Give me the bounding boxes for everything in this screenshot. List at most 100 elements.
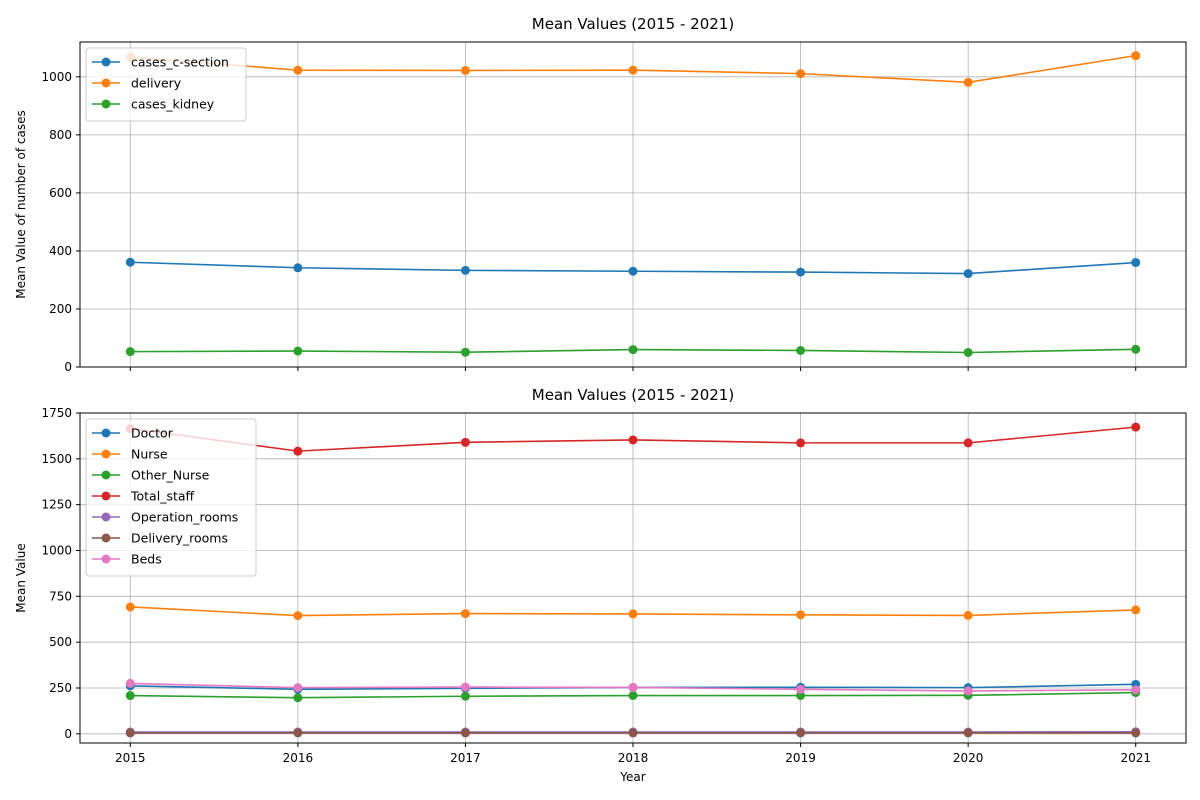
data-point [460,609,470,619]
data-point [796,691,806,701]
data-point [125,678,135,688]
y-axis-label: Mean Value [14,543,28,612]
y-tick-label: 600 [49,186,72,200]
series-delivery [125,51,1141,87]
x-tick-label: 2016 [283,751,314,765]
y-tick-label: 250 [49,681,72,695]
legend-marker [101,78,111,88]
data-point [963,728,973,738]
legend-marker [101,512,111,522]
legend-label: Other_Nurse [131,468,210,483]
data-point [963,347,973,357]
y-axis-ticks: 0 200 400 600 800 1000 [41,70,80,374]
legend-label: Beds [131,552,162,567]
series-cases-c-section [125,257,1141,279]
chart-title: Mean Values (2015 - 2021) [532,386,734,404]
data-point [460,437,470,447]
series-beds [125,678,1141,696]
legend-label: cases_c-section [131,55,229,70]
y-tick-label: 1000 [41,544,72,558]
data-point [125,728,135,738]
data-point [796,69,806,79]
data-point [628,435,638,445]
data-point [460,728,470,738]
data-point [293,65,303,75]
legend: Doctor Nurse Other_Nurse Total_staff Operati… [85,418,257,577]
data-point [125,691,135,701]
data-point [628,266,638,276]
legend-item: Delivery_rooms [92,531,228,546]
y-tick-label: 0 [64,727,72,741]
data-point [1131,685,1141,695]
series-delivery-rooms [125,728,1141,738]
y-tick-label: 1750 [41,406,72,420]
legend-marker [101,428,111,438]
data-point [963,77,973,87]
y-tick-label: 0 [64,360,72,374]
data-point [293,446,303,456]
data-point [1131,51,1141,61]
legend-box [85,47,247,122]
top-chart-panel: 0 200 400 600 800 1000 Mean Values (2015 - 202… [14,15,1187,374]
legend-label: Nurse [131,447,168,462]
data-point [460,65,470,75]
legend-item: Total_staff [92,489,195,504]
x-tick-label: 2017 [450,751,481,765]
legend: cases_c-section delivery cases_kidney [85,47,247,122]
bottom-chart-panel: 2015 2016 2017 2018 2019 2020 2021 0 250 500 750 10… [14,386,1187,784]
series-cases-kidney [125,344,1141,357]
legend-item: Doctor [92,426,174,441]
data-point [460,682,470,692]
data-point [963,438,973,448]
x-axis-ticks [129,367,1137,371]
legend-box [85,418,257,577]
data-point [125,347,135,357]
y-tick-label: 1000 [41,70,72,84]
y-tick-label: 750 [49,589,72,603]
x-tick-label: 2015 [115,751,146,765]
data-point [796,684,806,694]
y-tick-label: 1250 [41,498,72,512]
y-tick-label: 500 [49,635,72,649]
legend-marker [101,57,111,67]
legend-item: Beds [92,552,162,567]
legend-label: delivery [131,76,182,91]
data-point [963,610,973,620]
data-point [460,691,470,701]
legend-item: cases_c-section [92,55,229,70]
x-tick-label: 2021 [1120,751,1151,765]
data-point [1131,344,1141,354]
y-tick-label: 800 [49,128,72,142]
legend-marker [101,554,111,564]
legend-label: Total_staff [130,489,195,504]
data-point [963,269,973,279]
legend-marker [101,491,111,501]
legend-item: delivery [92,76,182,91]
legend-label: Operation_rooms [131,510,238,525]
legend-item: Nurse [92,447,168,462]
x-tick-label: 2018 [618,751,649,765]
data-point [628,728,638,738]
data-point [293,728,303,738]
data-point [796,267,806,277]
y-tick-label: 200 [49,302,72,316]
data-point [1131,605,1141,615]
data-point [628,345,638,355]
legend-marker [101,533,111,543]
data-point [460,347,470,357]
legend-item: Operation_rooms [92,510,238,525]
data-point [125,257,135,267]
y-tick-label: 400 [49,244,72,258]
data-point [628,609,638,619]
data-point [293,263,303,273]
data-point [628,65,638,75]
y-tick-label: 1500 [41,452,72,466]
data-point [628,691,638,701]
y-axis-label: Mean Value of number of cases [14,110,28,299]
legend-label: cases_kidney [131,97,215,112]
x-axis-ticks: 2015 2016 2017 2018 2019 2020 2021 [115,743,1151,765]
data-point [628,682,638,692]
x-tick-label: 2019 [785,751,816,765]
data-point [293,683,303,693]
